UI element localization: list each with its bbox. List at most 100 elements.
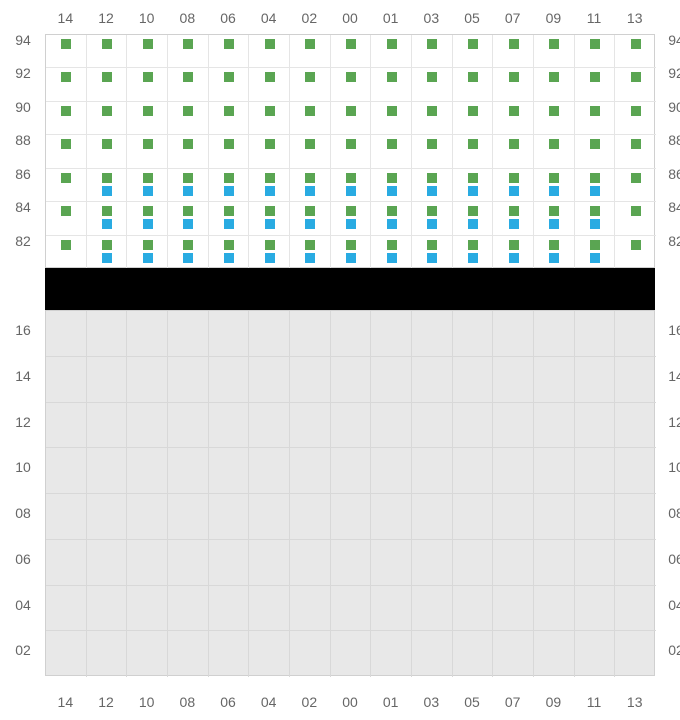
- col-label-bottom: 02: [289, 694, 330, 710]
- marker-green: [631, 173, 641, 183]
- bottom_panel-cell: [331, 631, 372, 677]
- bottom_panel-row-label-left: 04: [8, 597, 38, 613]
- marker-green: [468, 240, 478, 250]
- marker-green: [590, 206, 600, 216]
- top_panel-row-label-left: 92: [8, 65, 38, 81]
- bottom_panel-cell: [249, 357, 290, 403]
- bottom_panel-cell: [534, 311, 575, 357]
- marker-blue: [549, 219, 559, 229]
- bottom_panel-cell: [249, 403, 290, 449]
- bottom_panel-cell: [371, 357, 412, 403]
- bottom_panel-row-label-right: 16: [661, 322, 680, 338]
- marker-green: [224, 206, 234, 216]
- top_panel-row-label-right: 84: [661, 199, 680, 215]
- col-label-bottom: 06: [208, 694, 249, 710]
- col-label-bottom: 07: [492, 694, 533, 710]
- bottom_panel-cell: [493, 403, 534, 449]
- bottom_panel-cell: [290, 403, 331, 449]
- marker-green: [224, 240, 234, 250]
- col-label-bottom: 13: [614, 694, 655, 710]
- bottom_panel-cell: [127, 311, 168, 357]
- marker-blue: [224, 253, 234, 263]
- bottom_panel-cell: [127, 540, 168, 586]
- bottom_panel-cell: [209, 311, 250, 357]
- col-label-top: 12: [86, 10, 127, 26]
- marker-green: [102, 106, 112, 116]
- marker-blue: [590, 219, 600, 229]
- bottom_panel-cell: [575, 586, 616, 632]
- marker-green: [631, 39, 641, 49]
- bottom_panel-cell: [534, 357, 575, 403]
- marker-blue: [346, 186, 356, 196]
- marker-green: [143, 39, 153, 49]
- marker-green: [183, 173, 193, 183]
- marker-green: [224, 106, 234, 116]
- bottom_panel-cell: [249, 631, 290, 677]
- marker-green: [305, 106, 315, 116]
- col-label-top: 04: [248, 10, 289, 26]
- marker-green: [387, 206, 397, 216]
- marker-green: [346, 206, 356, 216]
- bottom_panel-cell: [127, 586, 168, 632]
- bottom_panel-cell: [412, 494, 453, 540]
- marker-green: [61, 39, 71, 49]
- marker-green: [631, 139, 641, 149]
- col-label-top: 02: [289, 10, 330, 26]
- marker-green: [427, 206, 437, 216]
- bottom_panel-cell: [371, 448, 412, 494]
- marker-green: [346, 39, 356, 49]
- bottom_panel-cell: [615, 403, 656, 449]
- col-label-bottom: 00: [330, 694, 371, 710]
- marker-green: [468, 206, 478, 216]
- marker-green: [509, 72, 519, 82]
- marker-green: [102, 206, 112, 216]
- col-label-top: 03: [411, 10, 452, 26]
- bottom_panel-cell: [575, 403, 616, 449]
- marker-green: [509, 139, 519, 149]
- bottom_panel-cell: [575, 631, 616, 677]
- col-label-top: 13: [614, 10, 655, 26]
- marker-green: [305, 72, 315, 82]
- bottom_panel-cell: [87, 357, 128, 403]
- panel-divider: [45, 268, 655, 310]
- bottom_panel-cell: [46, 357, 87, 403]
- col-label-bottom: 10: [126, 694, 167, 710]
- bottom_panel-panel: [45, 310, 655, 676]
- bottom_panel-cell: [575, 494, 616, 540]
- marker-green: [427, 240, 437, 250]
- col-label-top: 10: [126, 10, 167, 26]
- bottom_panel-cell: [453, 494, 494, 540]
- bottom_panel-cell: [493, 494, 534, 540]
- col-label-top: 14: [45, 10, 86, 26]
- col-label-bottom: 01: [370, 694, 411, 710]
- col-label-top: 06: [208, 10, 249, 26]
- marker-green: [549, 106, 559, 116]
- bottom_panel-cell: [87, 586, 128, 632]
- marker-green: [509, 106, 519, 116]
- marker-green: [224, 173, 234, 183]
- marker-blue: [468, 219, 478, 229]
- marker-green: [509, 39, 519, 49]
- marker-blue: [143, 253, 153, 263]
- bottom_panel-cell: [168, 494, 209, 540]
- marker-green: [427, 106, 437, 116]
- marker-green: [590, 106, 600, 116]
- bottom_panel-cell: [331, 403, 372, 449]
- bottom_panel-cell: [249, 586, 290, 632]
- bottom_panel-cell: [453, 357, 494, 403]
- marker-green: [468, 39, 478, 49]
- marker-blue: [183, 219, 193, 229]
- bottom_panel-cell: [87, 311, 128, 357]
- marker-green: [631, 206, 641, 216]
- bottom_panel-cell: [453, 403, 494, 449]
- bottom_panel-cell: [290, 586, 331, 632]
- marker-green: [549, 72, 559, 82]
- top_panel-row-label-left: 84: [8, 199, 38, 215]
- bottom_panel-row-label-right: 06: [661, 551, 680, 567]
- bottom_panel-cell: [331, 494, 372, 540]
- marker-green: [387, 173, 397, 183]
- bottom_panel-cell: [534, 631, 575, 677]
- bottom_panel-row-label-right: 14: [661, 368, 680, 384]
- marker-blue: [305, 186, 315, 196]
- bottom_panel-cell: [87, 494, 128, 540]
